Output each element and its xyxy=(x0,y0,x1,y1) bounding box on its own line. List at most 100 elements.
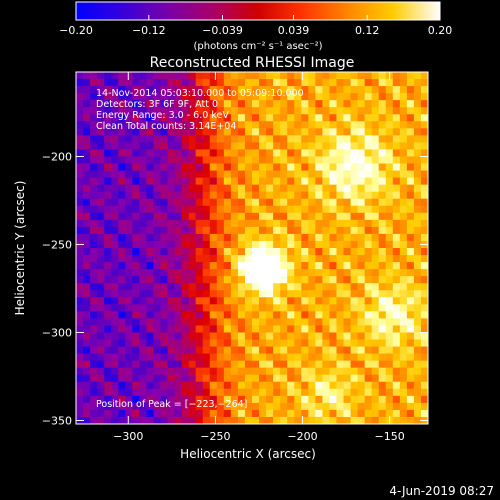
heatmap-cell xyxy=(259,297,267,305)
heatmap-cell xyxy=(322,262,330,270)
heatmap-cell xyxy=(364,290,373,298)
heatmap-cell xyxy=(83,332,91,340)
heatmap-cell xyxy=(139,79,147,87)
heatmap-cell xyxy=(350,177,358,186)
heatmap-cell xyxy=(237,205,246,214)
heatmap-cell xyxy=(146,416,154,424)
heatmap-cell xyxy=(111,191,119,200)
heatmap-cell xyxy=(399,325,408,333)
heatmap-cell xyxy=(357,135,366,143)
heatmap-cell xyxy=(174,240,182,249)
heatmap-cell xyxy=(237,381,246,390)
heatmap-cell xyxy=(167,191,175,200)
heatmap-cell xyxy=(336,86,344,94)
heatmap-cell xyxy=(357,100,366,108)
heatmap-cell xyxy=(378,226,387,235)
heatmap-cell xyxy=(315,381,323,390)
heatmap-cell xyxy=(259,107,267,115)
heatmap-cell xyxy=(209,388,218,397)
heatmap-cell xyxy=(83,128,91,136)
heatmap-cell xyxy=(308,402,316,411)
heatmap-cell xyxy=(252,374,260,383)
heatmap-cell xyxy=(280,395,288,404)
heatmap-cell xyxy=(420,184,428,193)
heatmap-cell xyxy=(392,304,401,312)
heatmap-cell xyxy=(216,233,225,242)
heatmap-cell xyxy=(216,304,225,312)
heatmap-cell xyxy=(76,205,84,214)
heatmap-cell xyxy=(125,304,133,312)
heatmap-cell xyxy=(266,353,274,362)
heatmap-cell xyxy=(167,269,175,277)
heatmap-cell xyxy=(364,416,373,424)
heatmap-cell xyxy=(181,395,190,404)
heatmap-cell xyxy=(301,72,309,80)
heatmap-cell xyxy=(132,86,140,94)
heatmap-cell xyxy=(83,248,91,256)
heatmap-cell xyxy=(111,283,119,291)
heatmap-cell xyxy=(322,219,330,228)
heatmap-cell xyxy=(329,360,337,369)
heatmap-cell xyxy=(350,290,358,298)
heatmap-cell xyxy=(336,248,344,256)
heatmap-cell xyxy=(259,205,267,214)
heatmap-cell xyxy=(343,297,351,305)
heatmap-cell xyxy=(153,311,161,319)
heatmap-cell xyxy=(139,184,147,193)
heatmap-cell xyxy=(202,107,211,115)
heatmap-cell xyxy=(181,297,190,305)
heatmap-cell xyxy=(202,121,211,129)
heatmap-cell xyxy=(237,416,246,424)
heatmap-cell xyxy=(406,219,415,228)
heatmap-cell xyxy=(259,72,267,80)
heatmap-cell xyxy=(139,135,147,143)
heatmap-cell xyxy=(230,402,239,411)
heatmap-cell xyxy=(174,325,182,333)
heatmap-cell xyxy=(139,219,147,228)
heatmap-cell xyxy=(266,184,274,193)
heatmap-cell xyxy=(308,297,316,305)
heatmap-cell xyxy=(252,297,260,305)
heatmap-cell xyxy=(216,142,225,150)
heatmap-cell xyxy=(97,205,105,214)
heatmap-cell xyxy=(378,248,387,256)
heatmap-cell xyxy=(223,332,232,340)
heatmap-cell xyxy=(216,177,225,186)
heatmap-cell xyxy=(399,367,408,376)
heatmap-cell xyxy=(336,353,344,362)
heatmap-cell xyxy=(153,346,161,354)
heatmap-cell xyxy=(364,374,373,383)
heatmap-cell xyxy=(174,205,182,214)
heatmap-cell xyxy=(252,114,260,122)
heatmap-cell xyxy=(90,353,98,362)
heatmap-cell xyxy=(259,128,267,136)
heatmap-cell xyxy=(146,219,154,228)
heatmap-cell xyxy=(406,72,415,80)
heatmap-cell xyxy=(294,128,302,136)
heatmap-cell xyxy=(223,156,232,164)
x-tick-label: −250 xyxy=(200,430,230,443)
heatmap-cell xyxy=(287,395,295,404)
heatmap-cell xyxy=(357,283,366,291)
heatmap-cell xyxy=(252,135,260,143)
heatmap-cell xyxy=(230,149,239,157)
heatmap-cell xyxy=(216,219,225,228)
heatmap-cell xyxy=(420,339,428,347)
heatmap-cell xyxy=(202,381,211,390)
heatmap-cell xyxy=(301,142,309,150)
heatmap-cell xyxy=(118,290,126,298)
heatmap-cell xyxy=(132,360,140,369)
heatmap-cell xyxy=(167,219,175,228)
heatmap-cell xyxy=(90,128,98,136)
heatmap-cell xyxy=(259,395,267,404)
heatmap-cell xyxy=(188,107,197,115)
heatmap-cell xyxy=(378,255,387,263)
heatmap-cell xyxy=(153,79,161,87)
heatmap-cell xyxy=(202,128,211,136)
heatmap-cell xyxy=(322,100,330,108)
heatmap-cell xyxy=(76,100,84,108)
heatmap-cell xyxy=(244,276,253,284)
heatmap-cell xyxy=(76,346,84,354)
heatmap-cell xyxy=(399,318,408,326)
y-axis-label: Heliocentric Y (arcsec) xyxy=(13,181,27,316)
